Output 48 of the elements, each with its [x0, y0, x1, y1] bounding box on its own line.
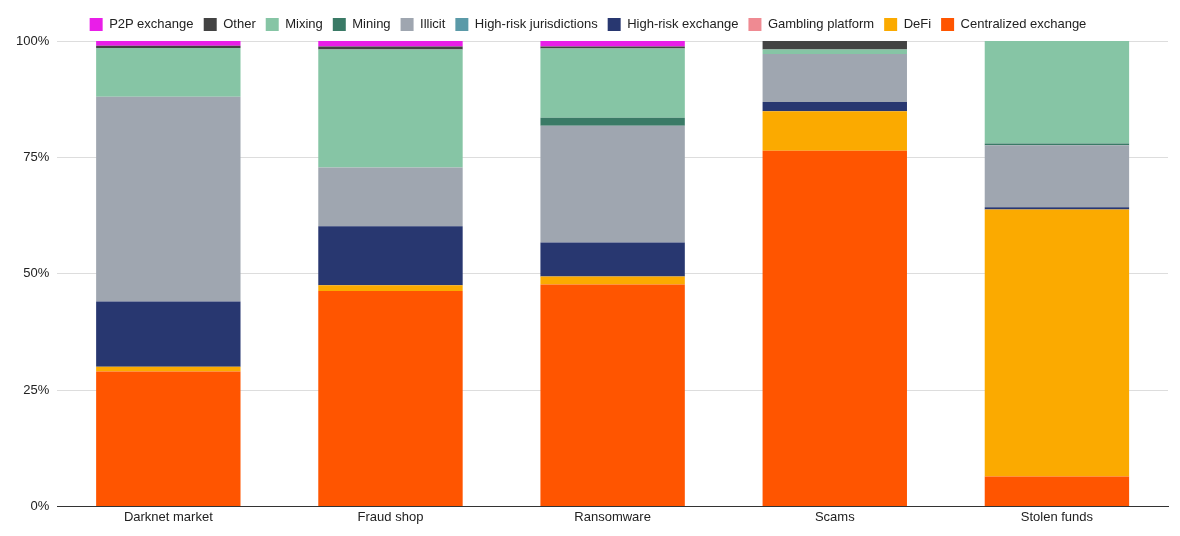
bar — [96, 96, 241, 302]
legend-label: Centralized exchange — [960, 16, 1087, 32]
y-tick-label: 100% — [16, 32, 50, 48]
bar — [762, 54, 907, 102]
bar — [540, 125, 685, 243]
bar — [96, 47, 241, 97]
x-tick-label: Fraud shop — [357, 508, 424, 524]
y-tick-label: 50% — [23, 265, 50, 281]
legend-label: P2P exchange — [109, 16, 194, 32]
legend-label: High-risk jurisdictions — [474, 16, 599, 32]
bar — [984, 476, 1130, 506]
bar — [762, 111, 907, 151]
bar — [96, 371, 241, 506]
x-tick-label: Scams — [814, 508, 856, 524]
legend-label: High-risk exchange — [627, 16, 739, 32]
bar — [318, 167, 463, 227]
bar — [540, 284, 685, 506]
bar — [318, 285, 463, 291]
bar — [762, 150, 907, 506]
legend-label: Mixing — [285, 16, 323, 32]
y-tick-label: 25% — [23, 381, 50, 397]
bar — [96, 301, 241, 367]
bar — [762, 101, 907, 112]
bar — [984, 41, 1130, 144]
legend-label: Mining — [352, 16, 391, 32]
bar — [540, 48, 685, 118]
bar — [318, 290, 463, 506]
bar — [984, 209, 1130, 477]
bar — [984, 145, 1130, 208]
bar — [318, 41, 463, 47]
bar — [540, 276, 685, 285]
bar — [540, 242, 685, 277]
y-tick-label: 75% — [23, 148, 50, 164]
legend-label: Other — [223, 16, 257, 32]
legend-label: DeFi — [903, 16, 932, 32]
legend-label: Illicit — [420, 16, 446, 32]
x-tick-label: Darknet market — [123, 508, 214, 524]
bar — [318, 49, 463, 168]
bar — [318, 226, 463, 286]
bar — [762, 41, 907, 50]
x-tick-label: Ransomware — [574, 508, 651, 524]
legend-label: Gambling platform — [767, 16, 875, 32]
bar — [540, 41, 685, 47]
bar — [96, 41, 241, 46]
bar — [540, 117, 685, 126]
x-tick-label: Stolen funds — [1020, 508, 1094, 524]
bar — [762, 49, 907, 55]
y-tick-label: 0% — [30, 497, 50, 513]
